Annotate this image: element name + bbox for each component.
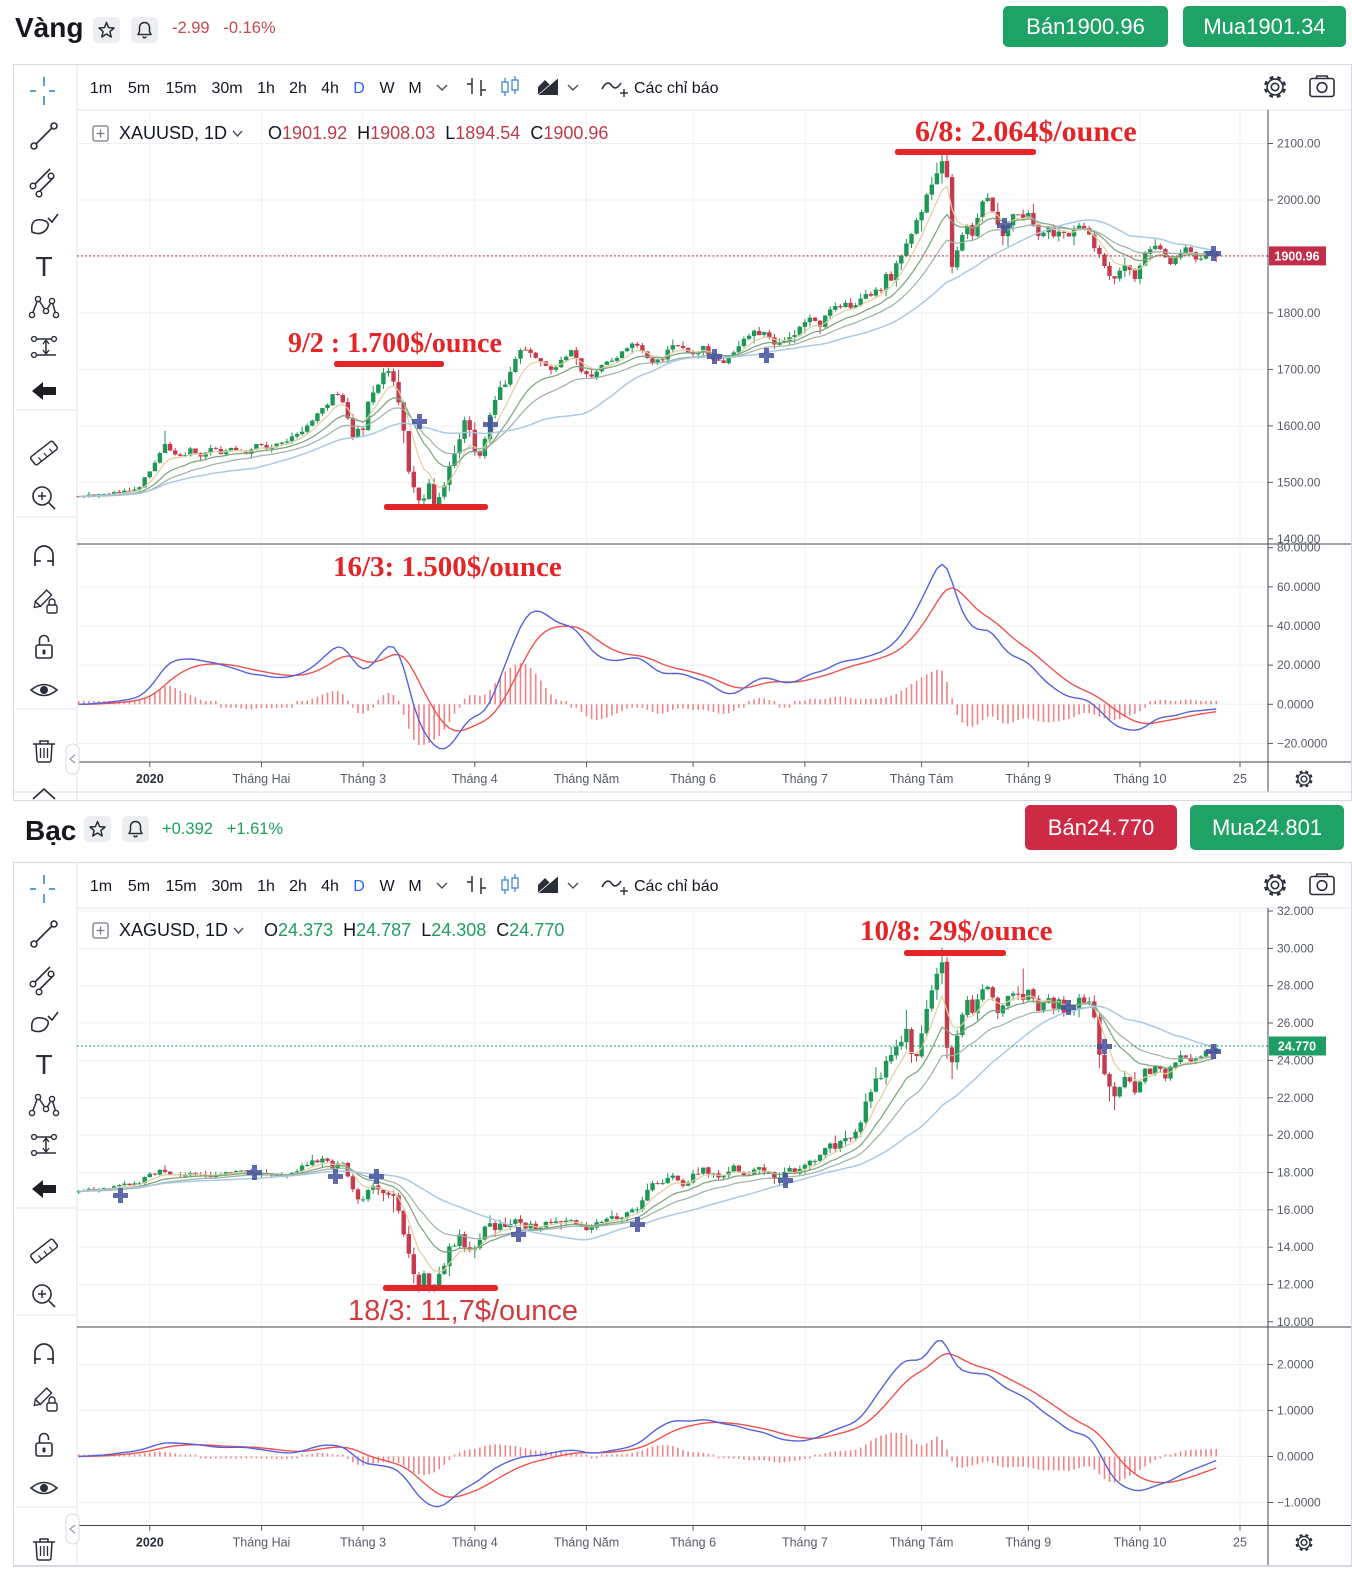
svg-text:2.0000: 2.0000 [1277,1358,1314,1372]
svg-text:10.000: 10.000 [1277,1315,1314,1329]
svg-text:Tháng 6: Tháng 6 [670,772,716,786]
svg-text:80.0000: 80.0000 [1277,541,1321,555]
svg-text:Tháng 9: Tháng 9 [1005,1536,1051,1550]
svg-text:26.000: 26.000 [1277,1016,1314,1030]
svg-text:40.0000: 40.0000 [1277,619,1321,633]
svg-text:1800.00: 1800.00 [1277,306,1321,320]
svg-text:Tháng 3: Tháng 3 [340,1536,386,1550]
svg-text:Tháng 3: Tháng 3 [340,772,386,786]
svg-text:Tháng 4: Tháng 4 [452,1536,498,1550]
svg-text:1500.00: 1500.00 [1277,475,1321,489]
svg-text:4h: 4h [321,878,339,895]
svg-text:2100.00: 2100.00 [1277,137,1321,151]
svg-text:Tháng 6: Tháng 6 [670,1536,716,1550]
svg-text:30.000: 30.000 [1277,941,1314,955]
svg-text:1h: 1h [257,80,275,97]
svg-text:M: M [408,80,421,97]
svg-text:20.000: 20.000 [1277,1128,1314,1142]
svg-text:Các chỉ báo: Các chỉ báo [634,80,719,97]
svg-text:−20.0000: −20.0000 [1277,736,1328,750]
svg-text:16.000: 16.000 [1277,1203,1314,1217]
svg-text:1.0000: 1.0000 [1277,1404,1314,1418]
svg-text:2h: 2h [289,878,307,895]
svg-text:5m: 5m [128,878,150,895]
svg-text:Các chỉ báo: Các chỉ báo [634,878,719,895]
svg-text:Tháng 9: Tháng 9 [1005,772,1051,786]
svg-text:60.0000: 60.0000 [1277,580,1321,594]
svg-text:1m: 1m [90,878,112,895]
svg-text:Tháng 4: Tháng 4 [452,772,498,786]
svg-text:T: T [35,1049,52,1080]
svg-text:Tháng Tám: Tháng Tám [890,1536,954,1550]
svg-text:D: D [353,80,365,97]
svg-text:4h: 4h [321,80,339,97]
svg-text:15m: 15m [165,878,196,895]
svg-text:Tháng Năm: Tháng Năm [554,1536,619,1550]
svg-text:1600.00: 1600.00 [1277,419,1321,433]
svg-text:5m: 5m [128,80,150,97]
svg-text:20.0000: 20.0000 [1277,658,1321,672]
svg-text:24.000: 24.000 [1277,1053,1314,1067]
svg-text:1900.96: 1900.96 [1274,249,1319,263]
svg-text:28.000: 28.000 [1277,979,1314,993]
svg-text:W: W [379,80,395,97]
svg-text:D: D [353,878,365,895]
svg-text:Tháng 7: Tháng 7 [782,1536,828,1550]
svg-text:22.000: 22.000 [1277,1091,1314,1105]
svg-text:25: 25 [1233,772,1247,786]
svg-text:2h: 2h [289,80,307,97]
svg-text:1m: 1m [90,80,112,97]
svg-text:Tháng Hai: Tháng Hai [233,772,291,786]
svg-text:30m: 30m [211,80,242,97]
svg-text:Tháng Tám: Tháng Tám [890,772,954,786]
svg-text:1700.00: 1700.00 [1277,362,1321,376]
svg-text:Tháng 7: Tháng 7 [782,772,828,786]
svg-text:Tháng 10: Tháng 10 [1114,1536,1167,1550]
svg-text:2020: 2020 [136,1536,164,1550]
svg-text:1400.00: 1400.00 [1277,532,1321,546]
svg-text:32.000: 32.000 [1277,904,1314,918]
svg-text:Tháng Năm: Tháng Năm [554,772,619,786]
svg-text:1h: 1h [257,878,275,895]
svg-text:12.000: 12.000 [1277,1278,1314,1292]
svg-text:−1.0000: −1.0000 [1277,1496,1321,1510]
svg-text:2000.00: 2000.00 [1277,193,1321,207]
svg-text:2020: 2020 [136,772,164,786]
svg-text:30m: 30m [211,878,242,895]
svg-text:Tháng Hai: Tháng Hai [233,1536,291,1550]
svg-text:Tháng 10: Tháng 10 [1114,772,1167,786]
svg-text:18.000: 18.000 [1277,1166,1314,1180]
svg-text:14.000: 14.000 [1277,1240,1314,1254]
svg-text:T: T [35,251,52,282]
svg-text:15m: 15m [165,80,196,97]
svg-text:0.0000: 0.0000 [1277,697,1314,711]
svg-text:0.0000: 0.0000 [1277,1450,1314,1464]
svg-text:W: W [379,878,395,895]
svg-text:25: 25 [1233,1536,1247,1550]
svg-text:M: M [408,878,421,895]
svg-text:24.770: 24.770 [1278,1040,1316,1054]
